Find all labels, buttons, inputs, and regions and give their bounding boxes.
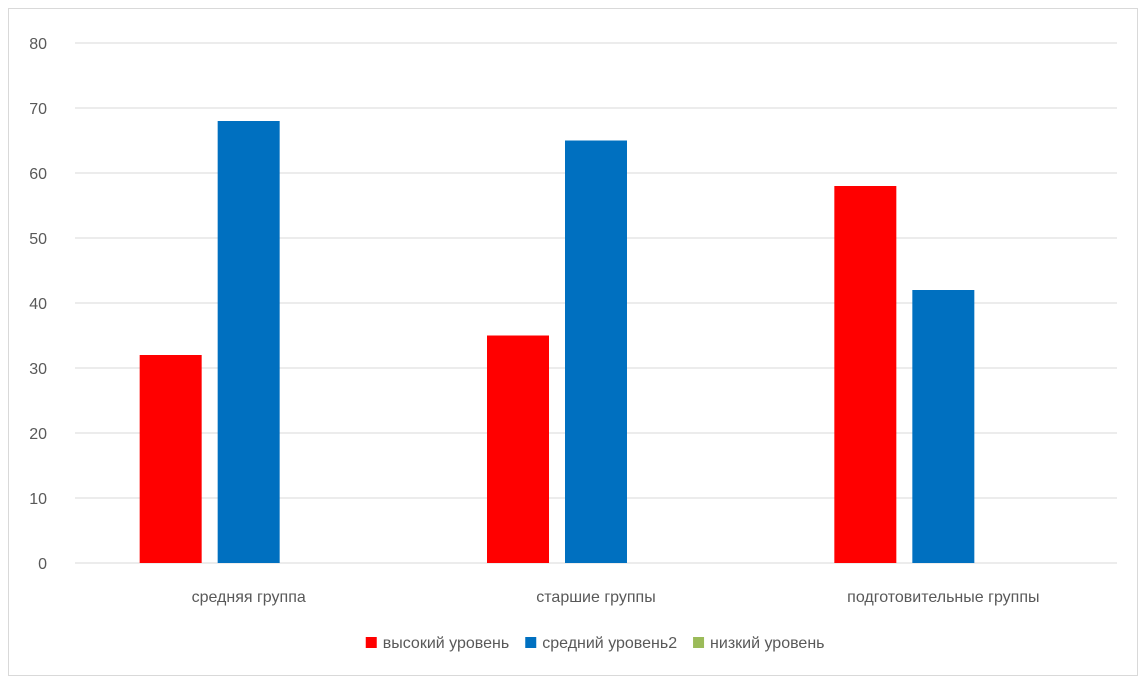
legend-swatch-0 bbox=[365, 637, 377, 648]
y-tick-label-40: 40 bbox=[29, 296, 47, 313]
y-tick-label-0: 0 bbox=[38, 556, 47, 573]
legend-swatch-1 bbox=[525, 637, 537, 648]
category-label-2: подготовительные группы bbox=[847, 589, 1039, 606]
bar-1-0 bbox=[487, 335, 549, 563]
y-tick-label-30: 30 bbox=[29, 361, 47, 378]
bar-2-0 bbox=[834, 186, 897, 563]
legend-label-2: низкий уровень bbox=[710, 635, 824, 652]
legend-label-0: высокий уровень bbox=[383, 635, 509, 652]
y-tick-label-70: 70 bbox=[29, 101, 47, 118]
category-label-0: средняя группа bbox=[192, 589, 306, 606]
bar-0-0 bbox=[139, 355, 202, 563]
y-tick-label-80: 80 bbox=[29, 36, 47, 53]
legend-label-1: средний уровень2 bbox=[542, 635, 677, 652]
bar-1-1 bbox=[565, 140, 627, 563]
y-tick-label-20: 20 bbox=[29, 426, 47, 443]
legend-swatch-2 bbox=[693, 637, 705, 648]
y-tick-label-60: 60 bbox=[29, 166, 47, 183]
bar-2-1 bbox=[912, 290, 975, 563]
bar-0-1 bbox=[217, 121, 280, 563]
category-label-1: старшие группы bbox=[536, 589, 655, 606]
y-tick-label-50: 50 bbox=[29, 231, 47, 248]
y-tick-label-10: 10 bbox=[29, 491, 47, 508]
